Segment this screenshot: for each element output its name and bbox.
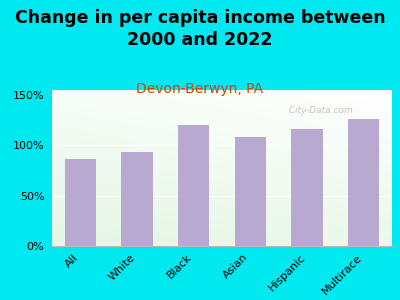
Text: City-Data.com: City-Data.com xyxy=(283,106,353,115)
Text: Devon-Berwyn, PA: Devon-Berwyn, PA xyxy=(136,82,264,97)
Bar xyxy=(348,119,379,246)
Bar xyxy=(122,152,152,246)
Text: Change in per capita income between
2000 and 2022: Change in per capita income between 2000… xyxy=(15,9,385,49)
Bar xyxy=(178,125,209,246)
Bar xyxy=(235,137,266,246)
Bar xyxy=(65,159,96,246)
Bar xyxy=(292,129,322,246)
